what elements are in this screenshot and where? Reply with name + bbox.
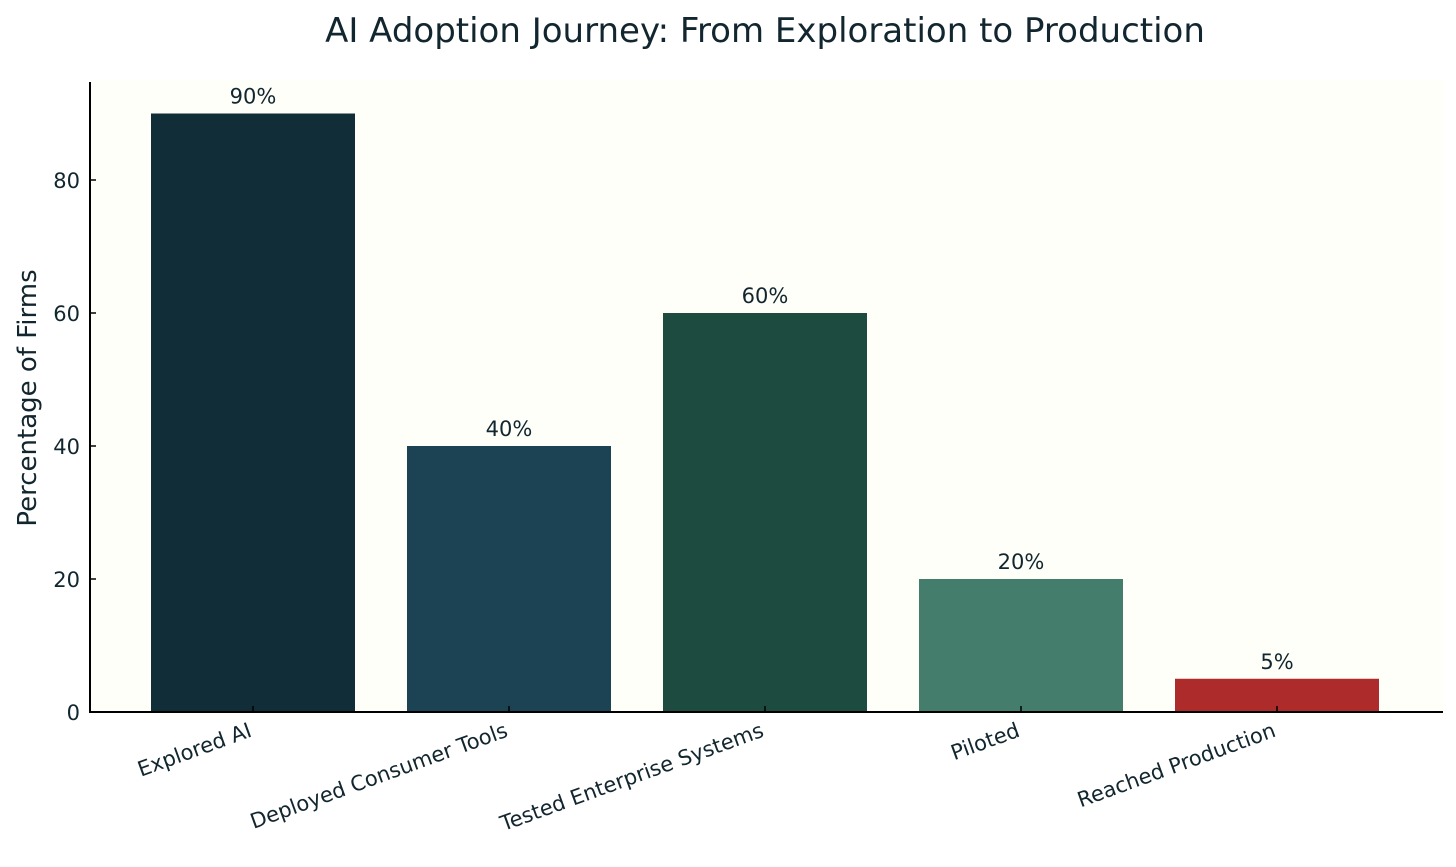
chart-title: AI Adoption Journey: From Exploration to… — [325, 11, 1205, 51]
bar-4 — [919, 579, 1123, 712]
y-axis-label: Percentage of Firms — [13, 269, 43, 526]
x-tick-label-3: Tested Enterprise Systems — [496, 718, 767, 836]
value-label-3: 60% — [742, 284, 789, 308]
value-label-5: 5% — [1260, 650, 1293, 674]
x-tick-label-4: Piloted — [948, 718, 1023, 765]
y-tick-label-40: 40 — [53, 435, 80, 459]
y-tick-label-0: 0 — [67, 701, 80, 725]
x-tick-label-1: Explored AI — [134, 718, 254, 781]
bar-2 — [407, 446, 611, 712]
y-tick-label-20: 20 — [53, 568, 80, 592]
x-tick-label-2: Deployed Consumer Tools — [247, 718, 511, 834]
x-tick-label-5: Reached Production — [1074, 718, 1279, 812]
value-label-1: 90% — [230, 85, 277, 109]
y-tick-label-60: 60 — [53, 302, 80, 326]
bar-3 — [663, 313, 867, 712]
value-label-4: 20% — [998, 550, 1045, 574]
bar-1 — [151, 113, 355, 712]
value-label-2: 40% — [486, 417, 533, 441]
y-tick-label-80: 80 — [53, 169, 80, 193]
